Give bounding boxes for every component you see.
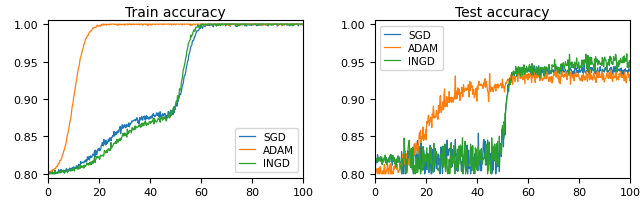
- Title: Train accuracy: Train accuracy: [125, 6, 226, 20]
- Title: Test accuracy: Test accuracy: [456, 6, 550, 20]
- Legend: SGD, ADAM, INGD: SGD, ADAM, INGD: [235, 128, 298, 173]
- Legend: SGD, ADAM, INGD: SGD, ADAM, INGD: [380, 26, 444, 71]
